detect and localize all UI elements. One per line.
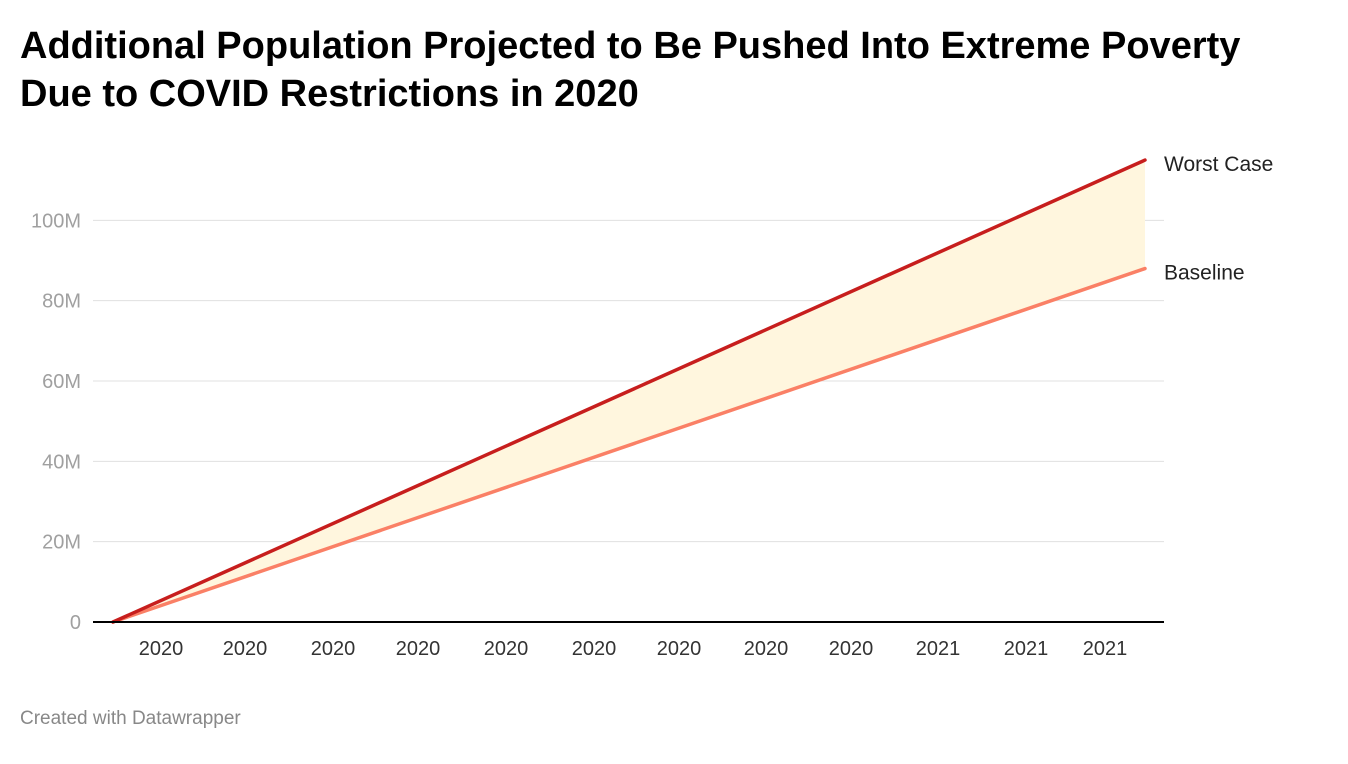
footer-credit: Created with Datawrapper [20, 708, 241, 729]
series-labels: Worst Case Baseline [1164, 153, 1273, 284]
x-tick-label: 2020 [139, 638, 184, 660]
series-line-baseline [111, 266, 1147, 624]
x-tick-label: 2021 [1004, 638, 1049, 660]
x-tick-label: 2020 [829, 638, 874, 660]
x-tick-label: 2020 [657, 638, 702, 660]
y-tick-label: 80M [42, 291, 81, 313]
x-tick-label: 2020 [311, 638, 356, 660]
y-tick-label: 20M [42, 532, 81, 554]
x-tick-label: 2021 [1083, 638, 1128, 660]
series-label-baseline: Baseline [1164, 262, 1245, 285]
x-tick-label: 2020 [396, 638, 441, 660]
x-tick-label: 2021 [916, 638, 961, 660]
x-tick-label: 2020 [223, 638, 268, 660]
series-line-worst-case [111, 158, 1147, 624]
x-tick-label: 2020 [744, 638, 789, 660]
y-tick-label: 60M [42, 371, 81, 393]
x-tick-label: 2020 [484, 638, 529, 660]
axes: 0 20M 40M 60M 80M 100M 2020 2020 2020 2020 2020 202… [31, 210, 1164, 660]
y-tick-label: 100M [31, 210, 81, 232]
chart-title: Additional Population Projected to Be Pu… [20, 25, 1241, 115]
y-tick-label: 0 [70, 612, 81, 634]
series-label-worst-case: Worst Case [1164, 153, 1273, 176]
line-chart: 0 20M 40M 60M 80M 100M 2020 2020 2020 2020 2020 202… [31, 153, 1273, 660]
series-lines [111, 158, 1147, 624]
y-tick-label: 40M [42, 451, 81, 473]
x-tick-label: 2020 [572, 638, 617, 660]
